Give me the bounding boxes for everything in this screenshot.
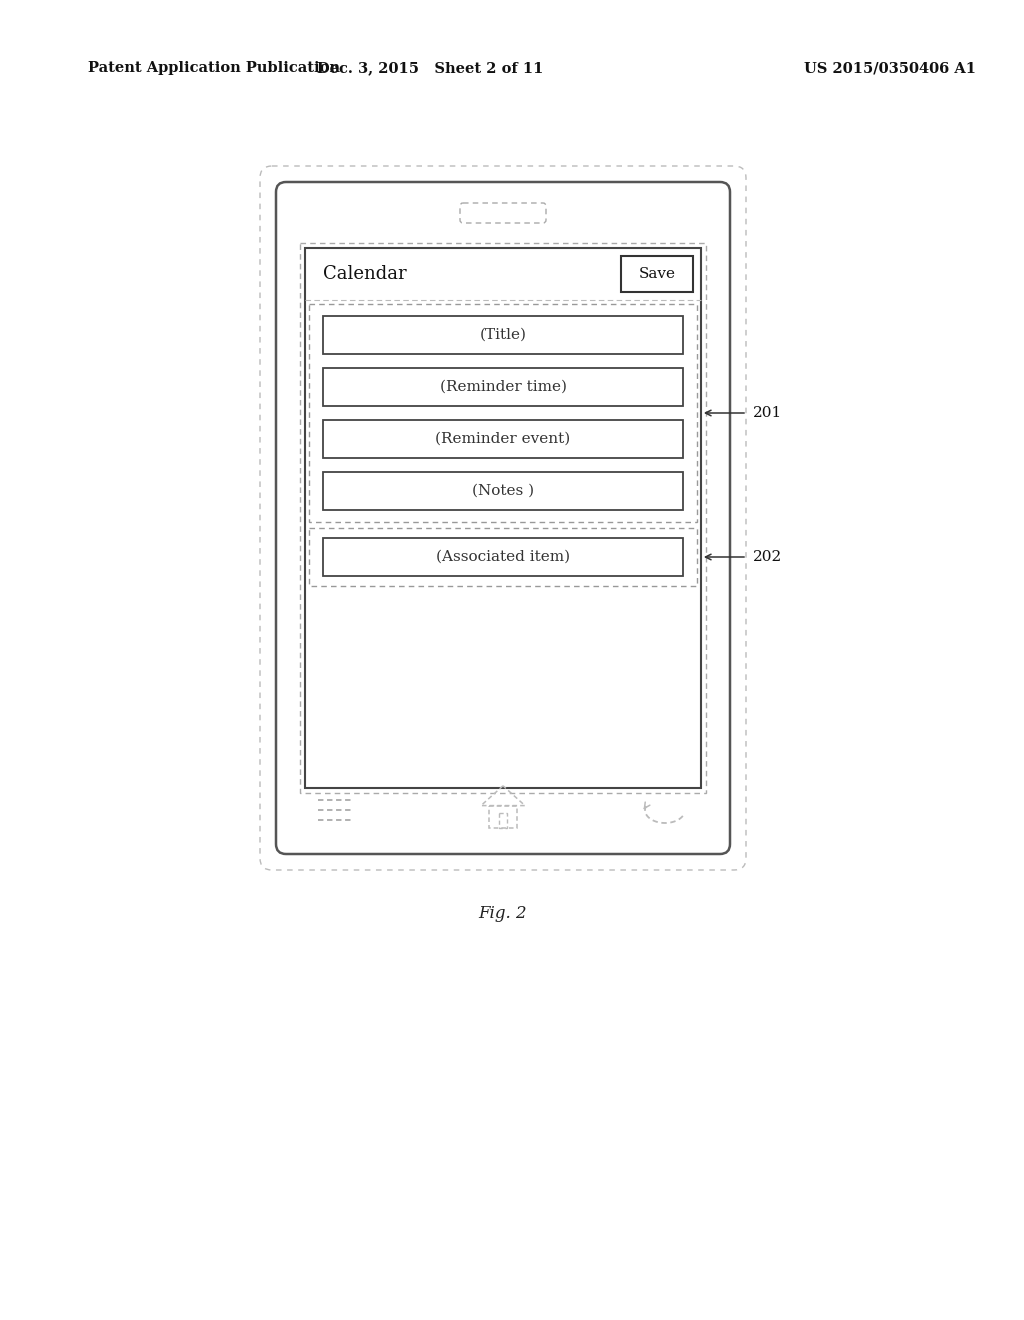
Bar bbox=[323, 315, 683, 354]
FancyBboxPatch shape bbox=[260, 166, 746, 870]
Text: 201: 201 bbox=[753, 407, 782, 420]
Text: Fig. 2: Fig. 2 bbox=[478, 904, 527, 921]
Bar bbox=[305, 248, 701, 788]
Bar bbox=[488, 805, 517, 828]
Text: 202: 202 bbox=[753, 550, 782, 564]
Text: US 2015/0350406 A1: US 2015/0350406 A1 bbox=[804, 61, 976, 75]
Bar bbox=[621, 256, 693, 292]
Text: (Title): (Title) bbox=[479, 327, 526, 342]
Text: Save: Save bbox=[639, 267, 676, 281]
Bar bbox=[323, 368, 683, 407]
Text: (Associated item): (Associated item) bbox=[436, 550, 570, 564]
Bar bbox=[323, 539, 683, 576]
FancyBboxPatch shape bbox=[460, 203, 546, 223]
Text: (Notes ): (Notes ) bbox=[472, 484, 535, 498]
Text: Patent Application Publication: Patent Application Publication bbox=[88, 61, 340, 75]
Bar bbox=[309, 528, 697, 586]
Bar bbox=[323, 420, 683, 458]
Text: (Reminder time): (Reminder time) bbox=[439, 380, 566, 393]
FancyBboxPatch shape bbox=[276, 182, 730, 854]
Text: (Reminder event): (Reminder event) bbox=[435, 432, 570, 446]
Bar bbox=[309, 304, 697, 521]
Text: Dec. 3, 2015   Sheet 2 of 11: Dec. 3, 2015 Sheet 2 of 11 bbox=[316, 61, 543, 75]
Bar bbox=[323, 473, 683, 510]
Bar bbox=[499, 813, 507, 828]
Text: Calendar: Calendar bbox=[323, 265, 407, 282]
Bar bbox=[300, 243, 706, 793]
